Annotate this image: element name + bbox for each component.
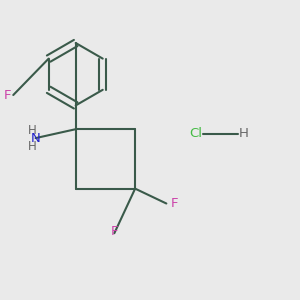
Text: F: F [111,225,118,238]
Text: F: F [171,197,178,210]
Text: Cl: Cl [189,127,202,140]
Text: H: H [28,140,37,153]
Text: F: F [3,88,11,101]
Text: N: N [31,132,40,145]
Text: H: H [28,124,37,136]
Text: H: H [239,127,249,140]
